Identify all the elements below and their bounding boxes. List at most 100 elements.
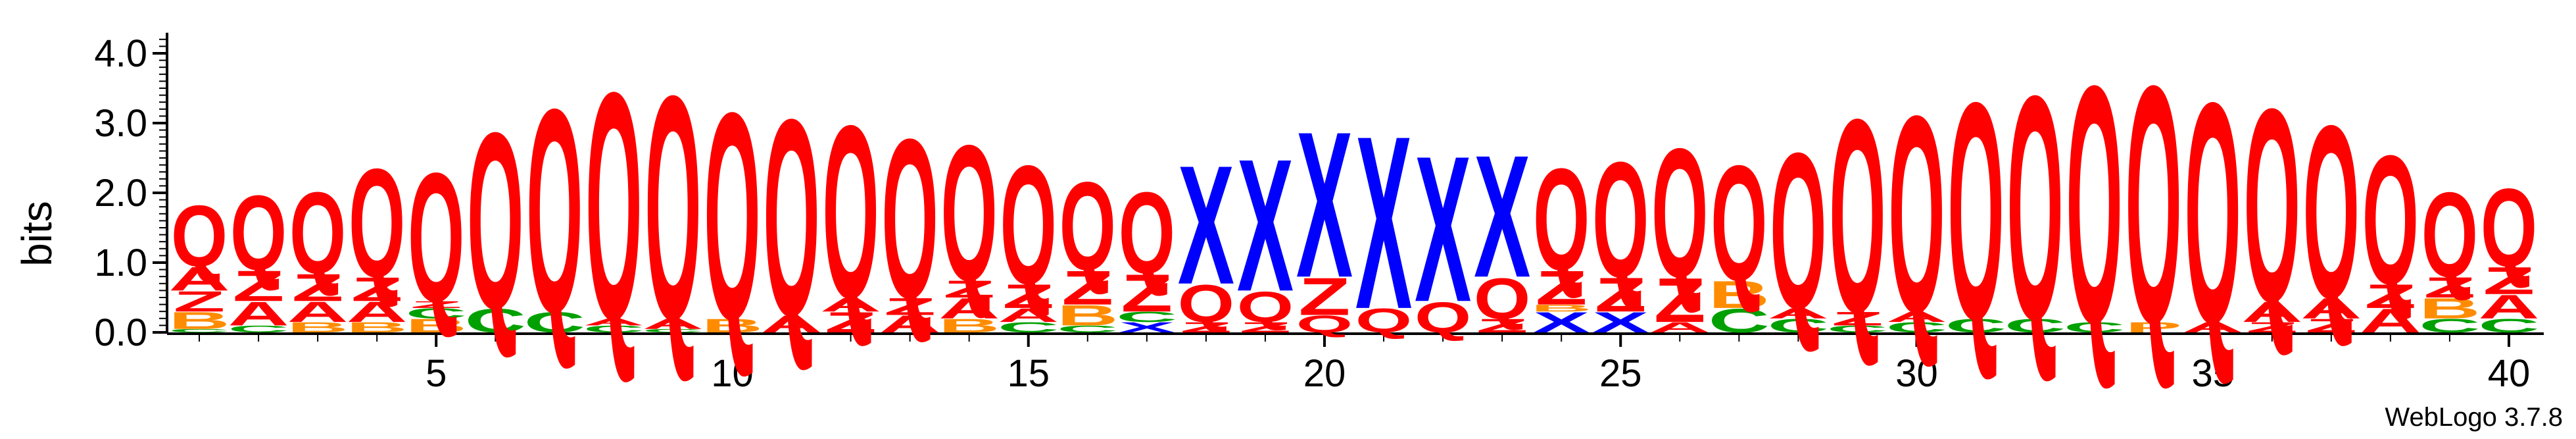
logo-letter: A bbox=[228, 295, 289, 333]
logo-letter: Q bbox=[1651, 111, 1708, 317]
logo-letter: X bbox=[1296, 89, 1353, 322]
logo-column: AZQ bbox=[1649, 111, 1711, 336]
logo-letter: Z bbox=[2483, 259, 2535, 303]
logo-letter: Z bbox=[1654, 265, 1706, 336]
logo-letter: Z bbox=[1595, 268, 1647, 322]
logo-letter: C bbox=[465, 301, 526, 340]
logo-column: ZAQ bbox=[2241, 52, 2302, 361]
logo-letter: Q bbox=[2006, 29, 2063, 386]
logo-letter: Z bbox=[1476, 315, 1528, 336]
logo-letter: Q bbox=[1059, 156, 1116, 297]
logo-letter: Z bbox=[1002, 277, 1054, 315]
logo-letter: Q bbox=[1947, 38, 2004, 384]
logo-letter: Z bbox=[943, 276, 995, 303]
logo-letter: Q bbox=[2066, 15, 2123, 394]
logo-letter: Q bbox=[704, 52, 760, 382]
logo-letter: Q bbox=[1711, 132, 1767, 316]
logo-column: CAQ bbox=[583, 24, 644, 388]
logo-column: AQ bbox=[761, 62, 822, 375]
logo-letter: Q bbox=[1829, 62, 1885, 371]
logo-letter: Q bbox=[1355, 302, 1412, 340]
logo-letter: Q bbox=[230, 174, 287, 293]
logo-letter: C bbox=[583, 324, 644, 334]
logo-letter: A bbox=[347, 296, 408, 328]
logo-letter: C bbox=[1709, 301, 1770, 340]
x-axis: 5 10 15 20 25 30 35 40 bbox=[167, 332, 2544, 395]
logo-letter: X bbox=[1178, 131, 1234, 320]
logo-letter: C bbox=[998, 319, 1059, 336]
logo-letter: Q bbox=[2481, 166, 2537, 290]
weblogo-credit: WebLogo 3.7.8 bbox=[2385, 403, 2563, 432]
logo-letter: Q bbox=[1592, 128, 1649, 312]
logo-letter: X bbox=[1237, 120, 1294, 331]
x-tick-label: 15 bbox=[1007, 352, 1050, 395]
logo-letter: C bbox=[2005, 315, 2066, 336]
logo-letter: A bbox=[2360, 301, 2421, 340]
logo-letter: Q bbox=[2303, 74, 2360, 350]
logo-letter: B bbox=[2419, 292, 2480, 324]
logo-letter: Q bbox=[1533, 139, 1590, 301]
logo-letter: A bbox=[2478, 288, 2539, 326]
logo-letter: X bbox=[1533, 307, 1590, 339]
logo-column: CQ bbox=[524, 49, 585, 373]
logo-letter: Q bbox=[349, 137, 405, 311]
logo-letter: B bbox=[1057, 299, 1118, 332]
logo-letter: Z bbox=[351, 271, 403, 309]
logo-letter: C bbox=[2064, 319, 2125, 336]
logo-letter: C bbox=[1945, 315, 2006, 336]
logo-letter: Q bbox=[763, 62, 819, 375]
logo-column: QX bbox=[1355, 86, 1413, 361]
logo-column: CAQ bbox=[1768, 107, 1829, 356]
logo-letter: B bbox=[702, 315, 763, 336]
logo-letter: A bbox=[938, 292, 1000, 324]
logo-letter: C bbox=[1827, 324, 1888, 334]
logo-letter: Q bbox=[585, 24, 642, 388]
logo-letter: Q bbox=[2126, 15, 2182, 394]
logo-column: BQ bbox=[702, 52, 763, 382]
logo-letter: A bbox=[2300, 292, 2362, 324]
logo-letter: C bbox=[228, 324, 289, 334]
logo-column: AQ bbox=[2182, 37, 2243, 389]
logo-letter: Z bbox=[1536, 261, 1588, 315]
logo-letter: A bbox=[1886, 309, 1947, 325]
logo-letter: X bbox=[1119, 319, 1175, 336]
logo-column: QX bbox=[1415, 113, 1471, 346]
logo-letter: C bbox=[406, 305, 467, 322]
logo-letter: Q bbox=[882, 92, 938, 347]
logo-letter: Z bbox=[1299, 267, 1351, 326]
logo-letter: Z bbox=[2424, 272, 2476, 304]
logo-letter: A bbox=[998, 304, 1059, 326]
logo-column: AZQ bbox=[879, 92, 940, 347]
logo-column: ZQX bbox=[1178, 131, 1234, 335]
logo-letter: Z bbox=[884, 294, 936, 321]
logo-letter: Q bbox=[1415, 294, 1471, 342]
x-tick-label: 25 bbox=[1599, 352, 1642, 395]
logo-column: CQ bbox=[465, 80, 526, 362]
logo-letter: Z bbox=[1180, 319, 1232, 336]
logo-letter: B bbox=[938, 315, 1000, 336]
logo-column: CBQ bbox=[1709, 132, 1770, 340]
logo-letter: C bbox=[524, 307, 585, 339]
logo-column: ZQX bbox=[1474, 119, 1530, 336]
logo-letter: X bbox=[1355, 86, 1413, 361]
logo-letter: B bbox=[347, 319, 408, 336]
logo-column: ZAQ bbox=[820, 74, 881, 350]
logo-letter: Q bbox=[526, 49, 583, 373]
logo-letter: Q bbox=[1000, 130, 1057, 320]
logo-column: CAQ bbox=[643, 29, 704, 386]
logo-letter: Q bbox=[467, 80, 523, 362]
logo-letter: A bbox=[820, 294, 881, 315]
logo-letter: A bbox=[1649, 319, 1711, 336]
logo-letter: Q bbox=[2244, 52, 2300, 361]
logo-letter: Z bbox=[2364, 277, 2416, 315]
